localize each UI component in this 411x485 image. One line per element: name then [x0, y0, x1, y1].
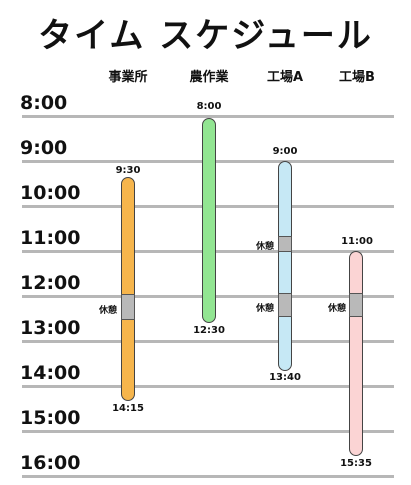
factory-a-break-block-2	[278, 293, 292, 317]
factory-b-schedule-bar	[349, 251, 363, 456]
farm-end-time: 12:30	[193, 325, 225, 336]
hour-label-14: 14:00	[20, 362, 81, 384]
factory-a-break-label-1: 休憩	[255, 242, 274, 252]
column-header-office: 事業所	[108, 70, 148, 85]
farm-schedule-bar	[202, 118, 216, 323]
hour-gridline	[22, 430, 394, 433]
factory-b-break-label: 休憩	[327, 304, 346, 314]
page-title: タイム スケジュール	[38, 16, 373, 56]
hour-gridline	[22, 385, 394, 388]
factory-a-end-time: 13:40	[269, 372, 301, 383]
office-break-block	[121, 294, 135, 320]
factory-b-start-time: 11:00	[341, 236, 373, 247]
column-header-factory-b: 工場B	[339, 70, 375, 85]
factory-a-start-time: 9:00	[272, 146, 298, 157]
hour-gridline	[22, 475, 394, 478]
hour-label-9: 9:00	[20, 137, 68, 159]
hour-label-11: 11:00	[20, 227, 81, 249]
column-header-factory-a: 工場A	[266, 70, 304, 85]
farm-start-time: 8:00	[196, 101, 222, 112]
factory-b-end-time: 15:35	[340, 458, 372, 469]
factory-a-break-block-1	[278, 236, 292, 252]
hour-label-15: 15:00	[20, 407, 81, 429]
hour-label-16: 16:00	[20, 452, 81, 474]
hour-label-8: 8:00	[20, 92, 68, 114]
hour-gridline	[22, 340, 394, 343]
hour-label-12: 12:00	[20, 272, 81, 294]
office-schedule-bar	[121, 177, 135, 401]
office-start-time: 9:30	[115, 165, 141, 176]
hour-label-13: 13:00	[20, 317, 81, 339]
factory-a-schedule-bar	[278, 161, 292, 371]
office-end-time: 14:15	[112, 403, 144, 414]
hour-label-10: 10:00	[20, 182, 81, 204]
hour-gridline	[22, 115, 394, 118]
factory-b-break-block	[349, 293, 363, 317]
office-break-label: 休憩	[98, 306, 117, 316]
column-header-farm: 農作業	[189, 70, 229, 85]
factory-a-break-label-2: 休憩	[255, 304, 274, 314]
